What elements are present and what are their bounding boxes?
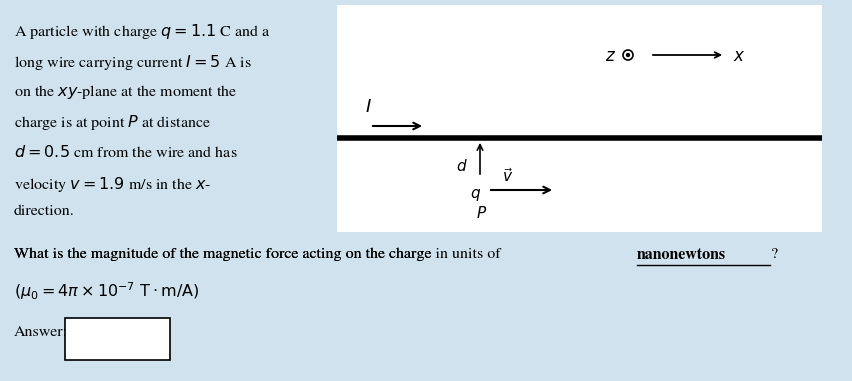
Text: $q$: $q$ — [470, 187, 481, 203]
Text: $\vec{v}$: $\vec{v}$ — [503, 167, 514, 185]
Text: A particle with charge $q = 1.1$ C and a: A particle with charge $q = 1.1$ C and a — [14, 22, 271, 41]
Text: $d = 0.5$ cm from the wire and has: $d = 0.5$ cm from the wire and has — [14, 144, 238, 160]
Text: What is the magnitude of the magnetic force acting on the charge: What is the magnitude of the magnetic fo… — [14, 248, 435, 261]
Text: What is the magnitude of the magnetic force acting on the charge in units of: What is the magnitude of the magnetic fo… — [14, 248, 504, 261]
Text: $x$: $x$ — [733, 49, 746, 66]
Text: velocity $v = 1.9$ m/s in the $x$-: velocity $v = 1.9$ m/s in the $x$- — [14, 174, 211, 194]
Text: Answer:: Answer: — [14, 325, 68, 339]
Text: What is the magnitude of the magnetic force acting on the charge in units of: What is the magnitude of the magnetic fo… — [14, 248, 504, 261]
Text: ?: ? — [771, 248, 778, 261]
Text: direction.: direction. — [14, 205, 75, 218]
Text: $I$: $I$ — [365, 99, 371, 117]
Text: $d$: $d$ — [457, 158, 468, 174]
Text: nanonewtons: nanonewtons — [637, 248, 726, 262]
Text: long wire carrying current $I = 5$ A is: long wire carrying current $I = 5$ A is — [14, 53, 251, 72]
Bar — [65, 318, 170, 360]
Text: $z$: $z$ — [605, 49, 616, 66]
Bar — [337, 5, 822, 232]
Text: $(\mu_0 = 4\pi \times 10^{-7}\ \mathrm{T \cdot m/A})$: $(\mu_0 = 4\pi \times 10^{-7}\ \mathrm{T… — [14, 280, 199, 302]
Circle shape — [626, 53, 630, 56]
Text: $P$: $P$ — [476, 205, 487, 221]
Text: charge is at point $P$ at distance: charge is at point $P$ at distance — [14, 114, 211, 133]
Text: on the $xy$-plane at the moment the: on the $xy$-plane at the moment the — [14, 83, 237, 101]
